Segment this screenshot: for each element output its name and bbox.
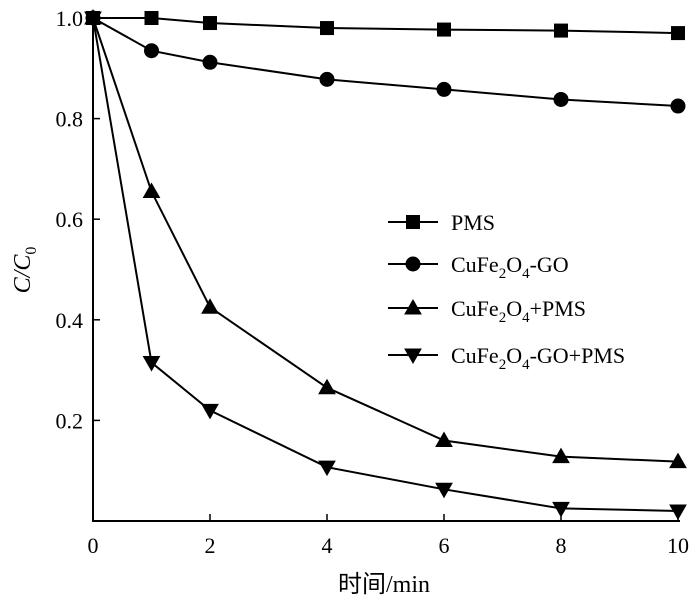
x-tick-label: 0 [88,533,99,558]
y-tick-label: 0.8 [56,107,84,132]
legend-label: CuFe2O4-GO+PMS [451,343,625,373]
data-point [436,81,452,97]
legend-marker [405,256,421,272]
data-point [319,71,335,87]
data-point [142,182,161,199]
data-point [669,504,687,520]
series-4 [84,11,687,520]
data-point [142,356,161,372]
data-point [84,11,102,28]
legend-item: CuFe2O4+PMS [388,296,586,326]
series-1 [86,11,685,41]
data-point [671,26,685,41]
legend-item: PMS [388,210,495,235]
series-3 [84,8,687,469]
series-line [92,17,679,512]
legend-marker [404,298,422,315]
data-point [553,91,569,107]
data-point [318,460,336,477]
data-point [201,298,219,314]
data-point [320,21,334,36]
data-point [318,378,336,395]
data-point [435,431,453,448]
data-point [435,482,453,499]
y-tick-label: 0.2 [56,408,84,433]
y-axis-title-sub: 0 [23,247,40,255]
x-tick-label: 2 [205,533,216,558]
y-tick-label: 0.4 [56,308,84,333]
data-point [554,23,568,38]
x-axis-title: 时间/min [338,571,430,598]
data-point [552,447,570,464]
data-point [144,11,159,25]
data-point [203,16,217,31]
data-point [669,452,687,469]
y-tick-label: 0.6 [56,207,84,232]
y-tick-label: 1.0 [56,6,84,31]
series-2 [85,10,686,114]
axes: 0 2 4 6 8 10 0.2 0.4 0.6 0.8 1.0 [56,6,690,558]
data-point [437,22,451,37]
legend-label: CuFe2O4-GO [451,252,569,282]
x-tick-label: 10 [667,533,689,558]
legend-marker [404,348,422,365]
data-point [144,43,159,59]
legend-label: PMS [451,210,495,235]
y-axis-title-main: C/C [10,254,36,294]
series-line [93,17,679,35]
legend-item: CuFe2O4-GO+PMS [388,343,625,373]
legend-label: CuFe2O4+PMS [451,296,586,326]
data-point [201,403,219,420]
x-tick-label: 4 [322,533,333,558]
data-point [552,501,570,518]
data-point [670,98,686,114]
legend: PMS CuFe2O4-GO CuFe2O4+PMS CuFe2O4-GO+PMS [388,210,625,373]
data-point [202,54,218,70]
y-axis-title: C/C0 [10,247,40,294]
x-tick-label: 8 [556,533,567,558]
x-tick-label: 6 [439,533,450,558]
legend-marker [406,215,420,229]
series-layer [84,8,687,520]
legend-item: CuFe2O4-GO [388,252,569,282]
